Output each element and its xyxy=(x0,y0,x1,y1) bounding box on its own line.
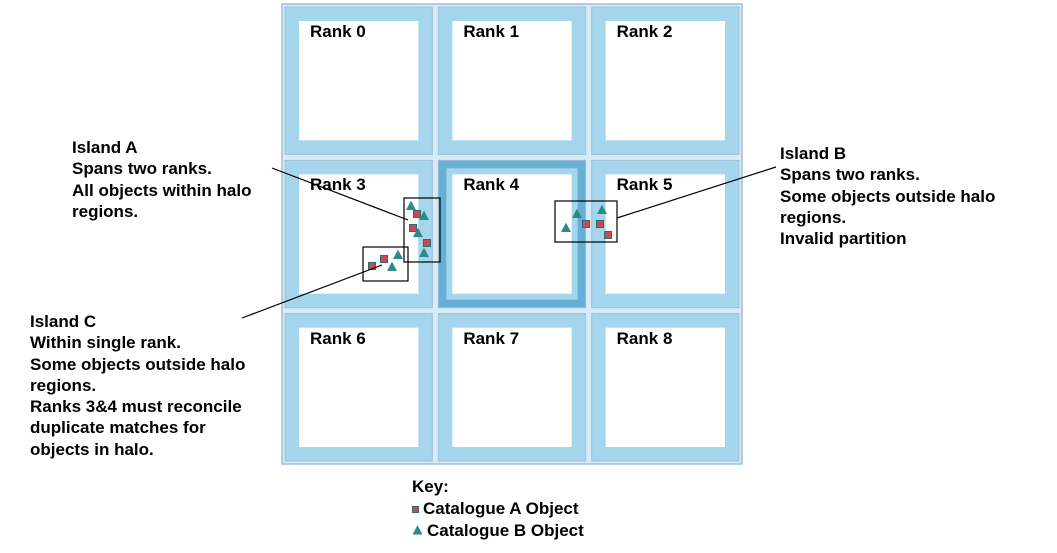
rank-label: Rank 4 xyxy=(463,175,519,195)
key-item-label: Catalogue A Object xyxy=(423,498,579,520)
catalogue-a-marker xyxy=(410,225,417,232)
callout-island-a: Island A Spans two ranks. All objects wi… xyxy=(72,137,277,222)
key-title: Key: xyxy=(412,476,584,498)
square-icon xyxy=(412,506,419,513)
catalogue-a-marker xyxy=(605,232,612,239)
callout-island-b: Island B Spans two ranks. Some objects o… xyxy=(780,143,1015,249)
catalogue-a-marker xyxy=(597,221,604,228)
rank-label: Rank 7 xyxy=(463,329,519,349)
catalogue-a-marker xyxy=(424,240,431,247)
key-item: Catalogue A Object xyxy=(412,498,584,520)
rank-label: Rank 1 xyxy=(463,22,519,42)
callout-island-c: Island C Within single rank. Some object… xyxy=(30,311,260,460)
key-legend: Key:Catalogue A ObjectCatalogue B Object xyxy=(412,476,584,542)
rank-label: Rank 5 xyxy=(617,175,673,195)
rank-label: Rank 3 xyxy=(310,175,366,195)
triangle-icon xyxy=(412,520,423,542)
key-item: Catalogue B Object xyxy=(412,520,584,542)
catalogue-a-marker xyxy=(381,256,388,263)
rank-label: Rank 8 xyxy=(617,329,673,349)
catalogue-a-marker xyxy=(583,221,590,228)
key-item-label: Catalogue B Object xyxy=(427,520,584,542)
rank-label: Rank 2 xyxy=(617,22,673,42)
rank-label: Rank 0 xyxy=(310,22,366,42)
catalogue-a-marker xyxy=(414,211,421,218)
rank-label: Rank 6 xyxy=(310,329,366,349)
